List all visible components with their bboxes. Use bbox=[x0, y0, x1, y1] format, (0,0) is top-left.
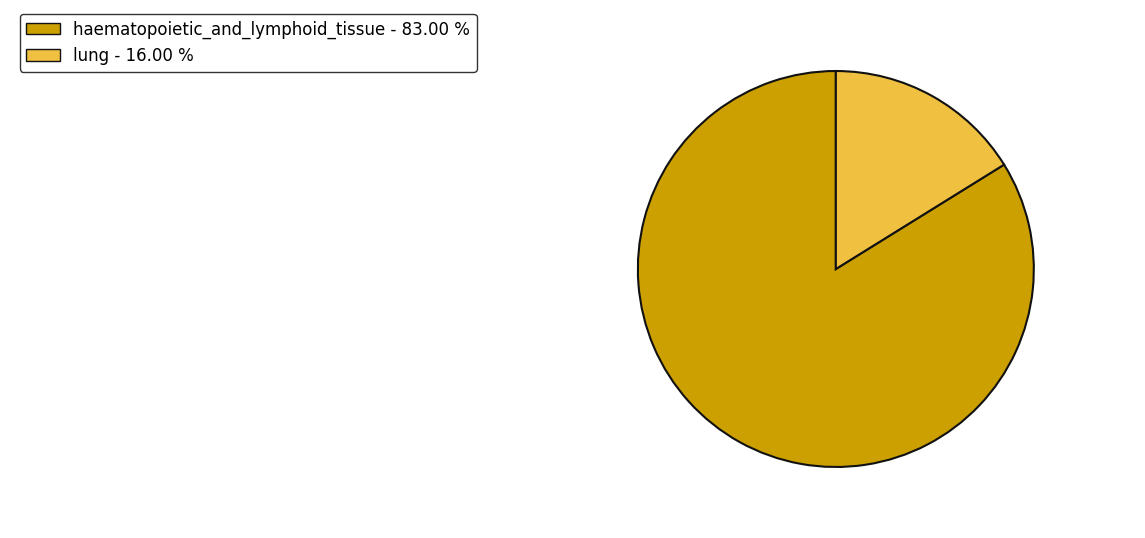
Wedge shape bbox=[836, 71, 1004, 269]
Legend: haematopoietic_and_lymphoid_tissue - 83.00 %, lung - 16.00 %: haematopoietic_and_lymphoid_tissue - 83.… bbox=[19, 13, 476, 72]
Wedge shape bbox=[638, 71, 1034, 467]
